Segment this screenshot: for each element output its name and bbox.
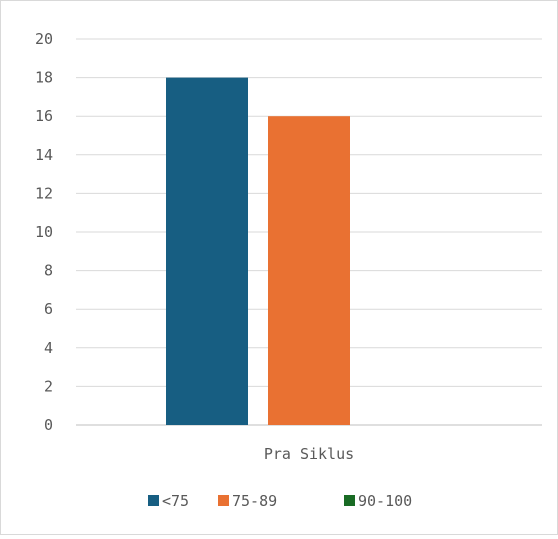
y-tick-label: 4 <box>44 339 53 357</box>
legend-label: 90-100 <box>358 492 412 510</box>
y-tick-label: 8 <box>44 262 53 280</box>
legend-swatch <box>218 495 229 506</box>
y-tick-label: 6 <box>44 300 53 318</box>
y-tick-label: 2 <box>44 377 53 395</box>
y-tick-label: 0 <box>44 416 53 434</box>
legend-label: 75-89 <box>232 492 277 510</box>
y-tick-label: 12 <box>35 184 53 202</box>
y-tick-label: 14 <box>35 146 53 164</box>
y-tick-label: 16 <box>35 107 53 125</box>
y-axis-tick-labels: 0 2 4 6 8 10 12 14 16 18 20 <box>35 30 53 434</box>
bars <box>166 77 350 425</box>
x-tick-label: Pra Siklus <box>264 445 354 463</box>
y-tick-label: 18 <box>35 69 53 87</box>
bar-2 <box>268 116 350 425</box>
legend-label: <75 <box>162 492 189 510</box>
legend-swatch <box>344 495 355 506</box>
legend-swatch <box>148 495 159 506</box>
bar-1 <box>166 77 248 425</box>
legend: <75 75-89 90-100 <box>148 492 412 510</box>
y-tick-label: 10 <box>35 223 53 241</box>
y-tick-label: 20 <box>35 30 53 48</box>
x-axis: Pra Siklus <box>264 445 354 463</box>
